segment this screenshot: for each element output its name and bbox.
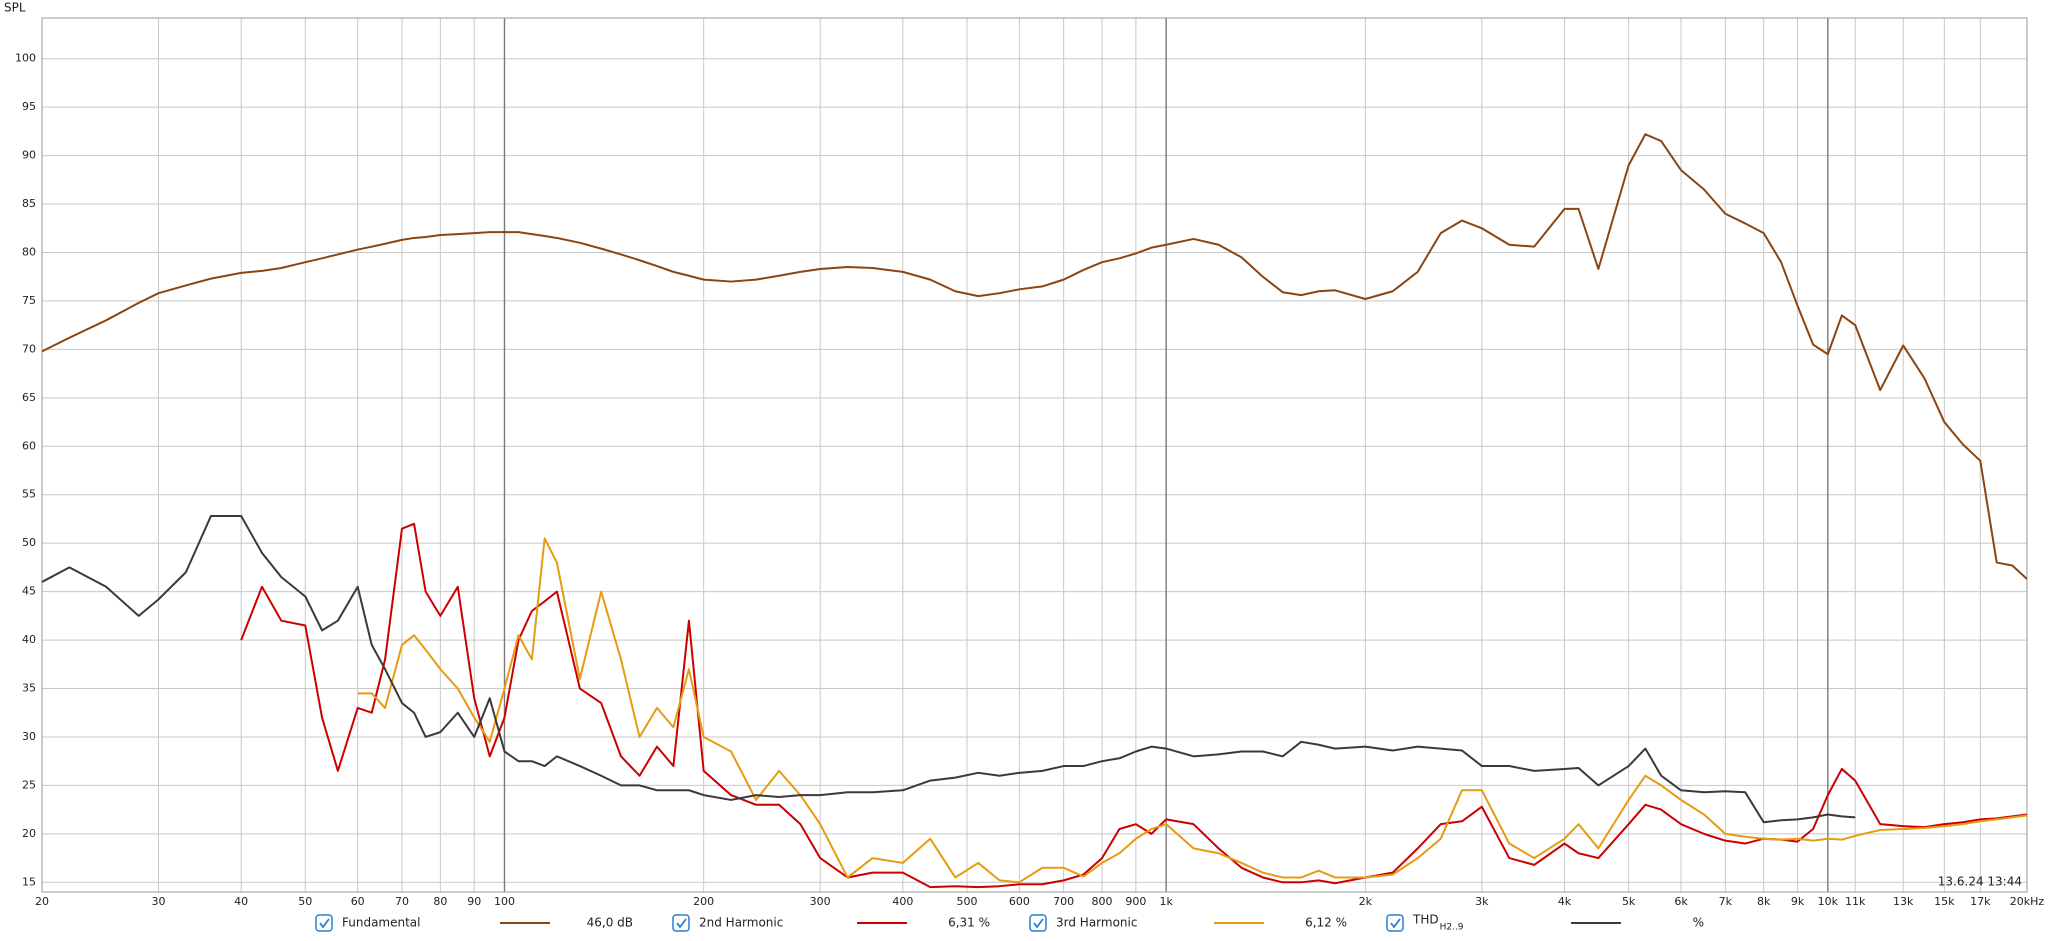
legend-checkbox[interactable]	[672, 914, 690, 932]
x-tick-label: 100	[494, 895, 515, 908]
legend-readout: %	[1693, 916, 1704, 930]
y-axis-title: SPL	[4, 1, 26, 15]
x-tick-label: 20kHz	[2010, 895, 2045, 908]
y-tick-label: 15	[22, 875, 36, 888]
checkbox-box[interactable]	[315, 914, 333, 932]
x-tick-label: 30	[152, 895, 166, 908]
y-tick-label: 95	[22, 100, 36, 113]
y-tick-label: 65	[22, 391, 36, 404]
y-tick-label: 80	[22, 245, 36, 258]
legend-checkbox[interactable]	[1386, 914, 1404, 932]
x-tick-label: 90	[467, 895, 481, 908]
y-tick-label: 45	[22, 585, 36, 598]
x-tick-label: 20	[35, 895, 49, 908]
x-tick-label: 8k	[1757, 895, 1771, 908]
x-tick-label: 900	[1125, 895, 1146, 908]
x-tick-label: 15k	[1934, 895, 1955, 908]
y-tick-label: 20	[22, 827, 36, 840]
y-tick-label: 50	[22, 536, 36, 549]
x-tick-label: 17k	[1970, 895, 1991, 908]
x-tick-label: 600	[1009, 895, 1030, 908]
x-tick-label: 6k	[1674, 895, 1688, 908]
y-tick-label: 40	[22, 633, 36, 646]
y-tick-label: 35	[22, 682, 36, 695]
plot-frame	[41, 17, 2028, 893]
x-tick-label: 40	[234, 895, 248, 908]
legend-checkbox[interactable]	[1029, 914, 1047, 932]
x-tick-label: 60	[351, 895, 365, 908]
x-tick-label: 13k	[1893, 895, 1914, 908]
legend-label[interactable]: THD	[1412, 913, 1439, 927]
x-tick-label: 300	[810, 895, 831, 908]
x-tick-label: 500	[956, 895, 977, 908]
checkbox-check[interactable]	[676, 918, 687, 929]
grid	[41, 18, 2028, 892]
x-tick-label: 11k	[1845, 895, 1866, 908]
x-tick-label: 70	[395, 895, 409, 908]
x-tick-label: 50	[298, 895, 312, 908]
y-tick-label: 75	[22, 294, 36, 307]
x-tick-label: 2k	[1359, 895, 1373, 908]
x-tick-label: 400	[892, 895, 913, 908]
checkbox-check[interactable]	[1033, 918, 1044, 929]
legend-readout: 6,12 %	[1305, 916, 1347, 930]
plot-lines	[42, 133, 2027, 889]
x-tick-label: 5k	[1622, 895, 1636, 908]
timestamp: 13.6.24 13:44	[1938, 875, 2022, 889]
checkbox-box[interactable]	[672, 914, 690, 932]
checkbox-box[interactable]	[1029, 914, 1047, 932]
x-tick-label: 10k	[1818, 895, 1839, 908]
legend-label[interactable]: 3rd Harmonic	[1056, 916, 1137, 930]
legend-label[interactable]: Fundamental	[342, 916, 421, 930]
x-tick-label: 9k	[1791, 895, 1805, 908]
checkbox-check[interactable]	[319, 918, 330, 929]
x-tick-label: 4k	[1558, 895, 1572, 908]
y-tick-label: 85	[22, 197, 36, 210]
legend-checkbox[interactable]	[315, 914, 333, 932]
series-line	[240, 522, 2027, 889]
y-tick-label: 70	[22, 342, 36, 355]
checkbox-check[interactable]	[1390, 918, 1401, 929]
series-line	[42, 133, 2027, 580]
legend-readout: 6,31 %	[948, 916, 990, 930]
checkbox-box[interactable]	[1386, 914, 1404, 932]
legend: Fundamental 46,0 dB 2nd Harmonic 6,31 % 3rd …	[315, 913, 1704, 933]
axis-labels: 15 20 25 30 35 40 45 50 55 60 65 70 75 80 85 90 95 100 20 3…	[15, 52, 2044, 908]
x-tick-label: 800	[1092, 895, 1113, 908]
series-line	[42, 515, 1856, 824]
legend-readout: 46,0 dB	[587, 916, 633, 930]
legend-label[interactable]: 2nd Harmonic	[699, 916, 783, 930]
x-tick-label: 1k	[1159, 895, 1173, 908]
y-tick-label: 90	[22, 149, 36, 162]
x-tick-label: 700	[1053, 895, 1074, 908]
x-tick-label: 200	[693, 895, 714, 908]
x-tick-label: 7k	[1719, 895, 1733, 908]
series-line	[357, 537, 2027, 884]
y-tick-label: 25	[22, 778, 36, 791]
y-tick-label: 55	[22, 488, 36, 501]
y-tick-label: 100	[15, 52, 36, 65]
x-tick-label: 3k	[1475, 895, 1489, 908]
y-tick-label: 60	[22, 439, 36, 452]
y-tick-label: 30	[22, 730, 36, 743]
x-tick-label: 80	[433, 895, 447, 908]
legend-subscript: H2..9	[1440, 923, 1464, 933]
